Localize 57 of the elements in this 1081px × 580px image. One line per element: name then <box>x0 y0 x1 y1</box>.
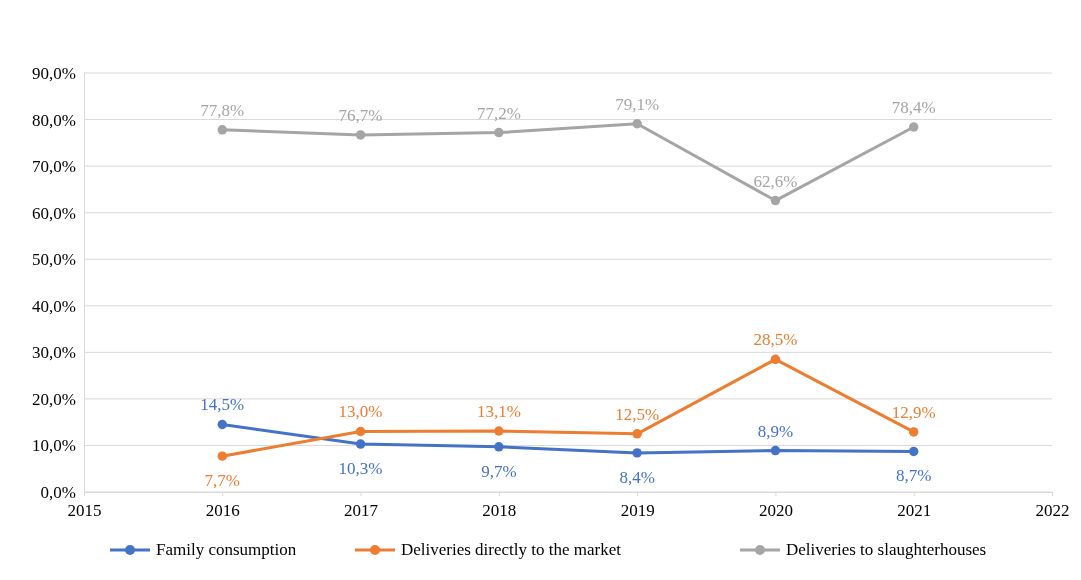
data-label: 13,0% <box>338 402 383 422</box>
point <box>632 119 642 129</box>
data-label: 7,7% <box>204 471 240 491</box>
point <box>355 439 366 449</box>
point <box>494 127 504 138</box>
x-tick-label: 2019 <box>620 501 655 521</box>
data-label: 8,7% <box>896 466 932 486</box>
y-tick-label: 70,0% <box>32 157 76 177</box>
x-tick-label: 2016 <box>205 501 240 521</box>
point <box>217 419 228 430</box>
data-label: 13,1% <box>476 402 521 422</box>
y-tick-label: 80,0% <box>32 110 76 130</box>
point <box>355 426 366 437</box>
y-tick-label: 20,0% <box>32 389 76 409</box>
legend-label: Family consumption <box>156 540 297 559</box>
y-tick-label: 50,0% <box>32 250 76 270</box>
point <box>908 122 919 132</box>
legend-label: Deliveries directly to the market <box>401 540 622 559</box>
point <box>355 130 366 140</box>
x-tick-label: 2021 <box>897 501 932 521</box>
data-label: 12,5% <box>615 404 660 424</box>
point <box>770 195 781 206</box>
data-label: 12,9% <box>891 402 936 422</box>
x-tick-label: 2017 <box>344 501 379 521</box>
y-tick-label: 40,0% <box>32 296 76 316</box>
point <box>632 448 642 458</box>
point <box>908 446 919 457</box>
data-label: 79,1% <box>615 94 660 114</box>
y-tick-label: 0,0% <box>40 482 76 502</box>
x-tick-label: 2022 <box>1035 501 1070 521</box>
point <box>770 445 781 456</box>
point <box>770 354 781 365</box>
y-tick-label: 10,0% <box>32 436 76 456</box>
data-label: 8,9% <box>757 421 794 441</box>
y-tick-label: 30,0% <box>32 343 76 363</box>
data-label: 78,4% <box>891 98 936 117</box>
y-tick-label: 60,0% <box>32 203 76 223</box>
x-tick-label: 2018 <box>482 501 517 521</box>
data-label: 77,2% <box>476 103 521 123</box>
x-tick-label: 2015 <box>67 501 102 521</box>
point <box>217 451 228 461</box>
point <box>217 125 228 135</box>
x-tick-label: 2020 <box>758 501 793 521</box>
data-label: 76,7% <box>338 105 383 125</box>
y-tick-label: 90,0% <box>32 63 76 83</box>
data-label: 14,5% <box>200 395 245 415</box>
data-label: 62,6% <box>753 171 798 191</box>
point <box>632 429 642 439</box>
data-label: 8,4% <box>619 467 655 487</box>
data-label: 77,8% <box>200 100 245 120</box>
point <box>494 442 504 452</box>
data-label: 28,5% <box>753 330 798 350</box>
data-label: 9,7% <box>481 461 517 481</box>
point <box>908 427 919 437</box>
legend-label: Deliveries to slaughterhouses <box>786 540 987 559</box>
point <box>494 426 504 436</box>
data-label: 10,3% <box>338 459 383 479</box>
